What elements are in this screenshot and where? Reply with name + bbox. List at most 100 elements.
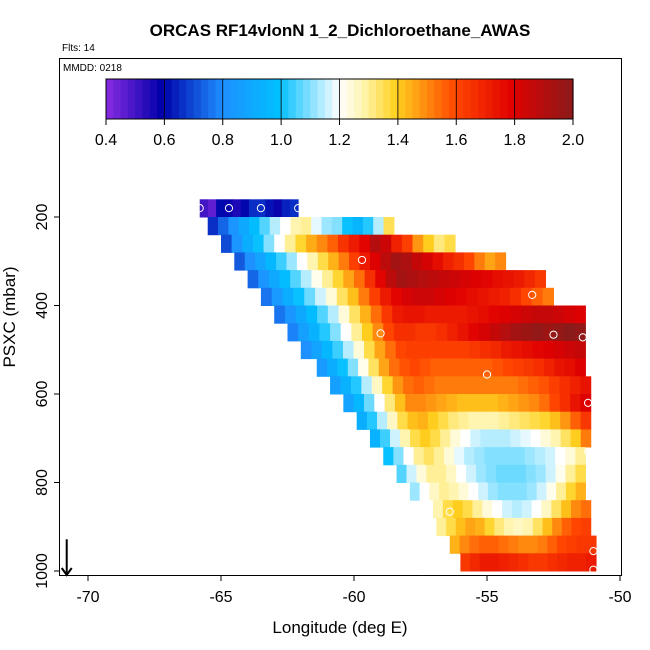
colorbar-segment (448, 79, 457, 119)
heatmap-cell (541, 500, 552, 519)
heatmap-cell (532, 323, 544, 342)
heatmap-cell (497, 482, 508, 501)
heatmap-cell (499, 411, 510, 430)
sample-point (589, 546, 598, 556)
heatmap-cell (332, 340, 344, 360)
sample-point (195, 204, 204, 213)
heatmap-cell (557, 535, 568, 554)
heatmap-cell (322, 270, 334, 289)
heatmap-cell (440, 358, 452, 377)
heatmap-cell (489, 553, 500, 572)
heatmap-cell (352, 217, 364, 236)
heatmap-cell (332, 270, 344, 289)
heatmap-cell (480, 340, 492, 360)
heatmap-cell (316, 358, 328, 377)
heatmap-cell (486, 376, 498, 395)
colorbar-segment (354, 79, 362, 119)
heatmap-cell (446, 394, 458, 413)
x-tick-label: -65 (209, 589, 232, 606)
heatmap-cell (430, 358, 442, 377)
heatmap-cell (377, 411, 388, 430)
heatmap-cell (580, 429, 592, 448)
heatmap-cell (252, 234, 265, 253)
heatmap-cell (385, 340, 397, 360)
heatmap-cell (486, 464, 497, 483)
heatmap-cell (472, 500, 483, 519)
heatmap-cell (565, 464, 576, 483)
heatmap-cell (560, 429, 572, 448)
heatmap-cell (571, 517, 582, 537)
heatmap-cell (340, 376, 352, 395)
colorbar-tick-label: 2.0 (562, 132, 584, 149)
heatmap-cell (207, 199, 217, 218)
heatmap-cell (434, 287, 446, 306)
y-tick-label: 600 (34, 381, 51, 408)
heatmap-cell (361, 376, 373, 395)
heatmap-cell (576, 535, 587, 554)
colorbar-segment (178, 79, 187, 119)
heatmap-cell (451, 358, 462, 377)
colorbar-segment (339, 79, 348, 119)
heatmap-cell (454, 447, 465, 466)
colorbar-segment (368, 79, 377, 119)
colorbar-segment (383, 79, 392, 119)
heatmap-cell (528, 394, 540, 413)
heatmap-cell (496, 376, 508, 395)
heatmap-cell (295, 234, 307, 253)
sample-point (357, 255, 367, 265)
colorbar-segment (361, 79, 370, 119)
colorbar-segment (478, 79, 487, 119)
axes: -70 -65 -60 -55 -50 200 400 600 800 1000 (34, 204, 632, 606)
heatmap-cell (382, 376, 394, 395)
heatmap-cell (532, 517, 544, 537)
heatmap-cell (436, 464, 447, 483)
heatmap-cell (490, 340, 502, 360)
x-tick-label: -55 (475, 589, 498, 606)
heatmap-cell (304, 287, 316, 306)
x-tick-label: -50 (608, 589, 631, 606)
heatmap-cell (330, 323, 342, 342)
colorbar-segment (441, 79, 450, 119)
heatmap-cell (380, 234, 392, 253)
heatmap-cell (524, 270, 536, 289)
heatmap-cell (495, 464, 507, 483)
colorbar-segment (127, 79, 136, 119)
heatmap-cell (238, 217, 250, 236)
colorbar-segment (251, 79, 260, 119)
heatmap-cell (538, 376, 550, 395)
heatmap-cell (580, 500, 592, 519)
heatmap-cell (271, 287, 284, 306)
heatmap-cell (423, 234, 435, 253)
heatmap-cell (453, 252, 465, 271)
heatmap-cell (392, 305, 404, 324)
heatmap-cell (420, 358, 431, 377)
heatmap-cell (378, 358, 390, 377)
heatmap-cell (234, 252, 246, 271)
heatmap-cell (443, 252, 454, 271)
colorbar-segment (164, 79, 173, 119)
colorbar-segment (237, 79, 246, 119)
colorbar: 0.4 0.6 0.8 1.0 1.2 1.4 1.6 1.8 2.0 (95, 78, 584, 149)
heatmap-cell (532, 340, 544, 360)
colorbar-segment (113, 79, 122, 119)
heatmap-cell (480, 429, 491, 448)
heatmap-cell (522, 340, 534, 360)
heatmap-cell (390, 252, 402, 271)
heatmap-cell (488, 287, 500, 306)
heatmap-cell (497, 394, 509, 413)
heatmap-cell (368, 358, 380, 377)
chart-title: ORCAS RF14vlonN 1_2_Dichloroethane_AWAS (150, 21, 531, 40)
heatmap-cell (528, 553, 539, 572)
heatmap-cell (586, 553, 597, 572)
heatmap-cell (479, 323, 491, 342)
heatmap-cell (406, 464, 417, 483)
heatmap-cell (350, 376, 362, 395)
heatmap-cell (387, 411, 398, 430)
heatmap-cell (477, 287, 489, 306)
heatmap-cell (543, 340, 555, 360)
heatmap-cell (501, 340, 513, 360)
heatmap-cell (459, 535, 470, 554)
heatmap-cell (530, 429, 542, 448)
heatmap-cell (348, 234, 360, 253)
